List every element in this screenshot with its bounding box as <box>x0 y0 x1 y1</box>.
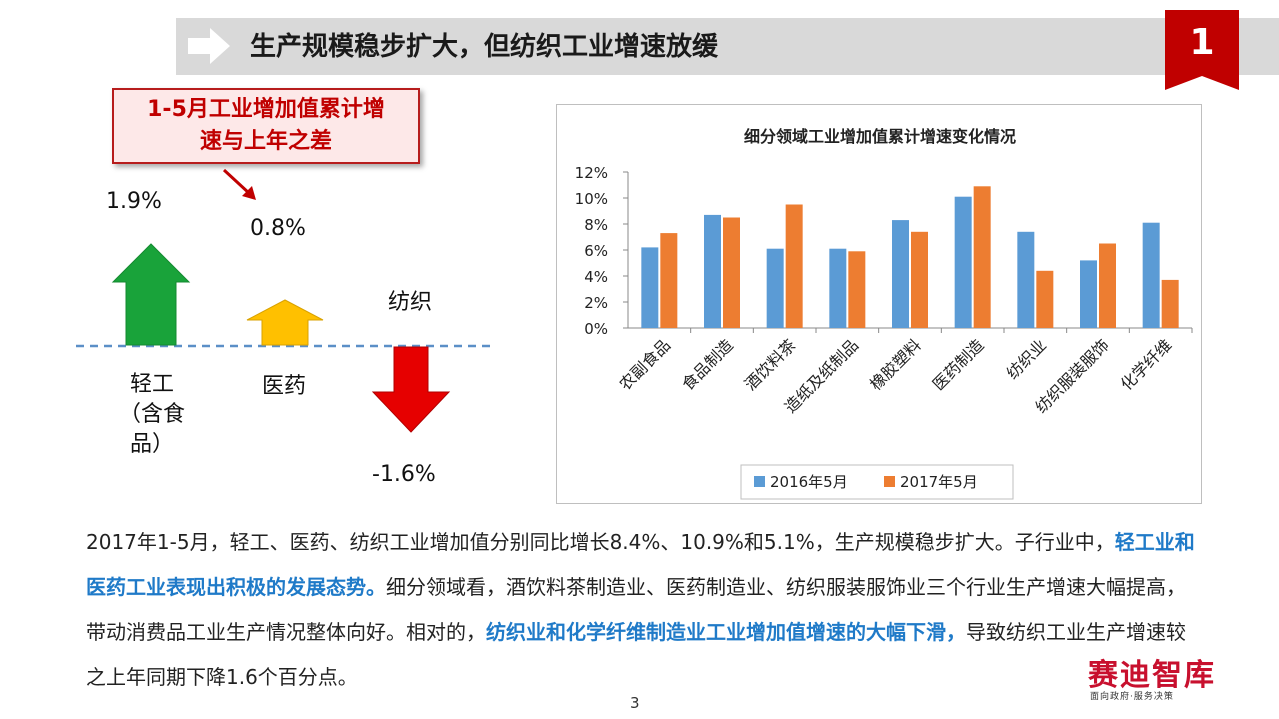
bar <box>1099 243 1116 328</box>
page-title: 生产规模稳步扩大，但纺织工业增速放缓 <box>250 32 719 62</box>
bar <box>1161 279 1179 328</box>
bar <box>1036 270 1054 328</box>
bar <box>704 214 721 328</box>
arrow-right-icon <box>188 28 230 64</box>
label-medicine: 医药 <box>261 374 306 399</box>
callout-line-2: 速与上年之差 <box>199 129 332 154</box>
bar <box>1080 260 1097 328</box>
page-number: 3 <box>630 694 640 712</box>
value-textile: -1.6% <box>372 462 436 487</box>
y-axis: 0% 2% 4% 6% 8% 10% 12% <box>575 164 1192 338</box>
bar <box>641 247 659 328</box>
x-tick-label: 酒饮料茶 <box>741 335 800 394</box>
section-badge <box>1165 10 1239 90</box>
chart-title: 细分领域工业增加值累计增速变化情况 <box>744 127 1016 146</box>
bar <box>973 186 991 328</box>
bar <box>660 233 678 328</box>
bar <box>954 196 972 328</box>
x-tick-label: 橡胶塑料 <box>866 335 925 394</box>
para-text-3: 导致纺织工业生产增速较之上年同期下降1.6个百分点。 <box>86 620 1186 689</box>
x-tick-label: 农副食品 <box>615 335 674 394</box>
y-tick-label: 6% <box>584 242 608 260</box>
bar <box>723 217 740 328</box>
up-arrow-medicine <box>246 299 324 346</box>
y-tick-label: 10% <box>575 190 608 208</box>
bar <box>829 248 847 328</box>
summary-paragraph: 2017年1-5月，轻工、医药、纺织工业增加值分别同比增长8.4%、10.9%和… <box>86 520 1196 700</box>
para-text-1: 2017年1-5月，轻工、医药、纺织工业增加值分别同比增长8.4%、10.9%和… <box>86 530 1115 554</box>
chart-legend: 2016年5月 2017年5月 <box>740 464 1014 500</box>
bar <box>1017 231 1035 328</box>
bar <box>785 204 803 328</box>
callout-pointer-arrow <box>222 168 256 200</box>
bars <box>641 186 1179 328</box>
para-highlight-2: 纺织业和化学纤维制造业工业增加值增速的大幅下滑， <box>486 620 966 644</box>
y-tick-label: 4% <box>584 268 608 286</box>
x-tick-label: 食品制造 <box>678 335 737 394</box>
label-light-industry: 轻工 （含食 品） <box>118 372 185 457</box>
value-medicine: 0.8% <box>250 216 306 241</box>
legend-label: 2017年5月 <box>900 473 978 491</box>
logo-tagline: 面向政府·服务决策 <box>1090 692 1174 702</box>
x-tick-label: 医药制造 <box>929 335 988 394</box>
difference-arrows <box>76 243 492 433</box>
bar <box>892 220 909 328</box>
legend-swatch <box>754 476 765 487</box>
logo: 赛迪智库 <box>1088 658 1216 693</box>
y-tick-label: 8% <box>584 216 608 234</box>
legend-label: 2016年5月 <box>770 473 848 491</box>
legend-frame <box>740 464 1014 500</box>
bar-chart: 细分领域工业增加值累计增速变化情况 0% 2% 4% 6% 8% 10% 12% 农副食品食… <box>575 127 1193 500</box>
para-highlight-1: 轻工业和医药工业表现出积极的发展态势。 <box>86 530 1195 599</box>
para-text-2: 细分领域看，酒饮料茶制造业、医药制造业、纺织服装服饰业三个行业生产增速大幅提高，… <box>86 575 1186 644</box>
bar <box>766 248 784 328</box>
bar <box>911 231 928 328</box>
title-bar <box>176 18 1279 75</box>
section-number: 1 <box>1189 22 1215 63</box>
x-tick-label: 纺织业 <box>1003 335 1050 382</box>
down-arrow-textile <box>371 346 451 433</box>
y-tick-label: 2% <box>584 294 608 312</box>
y-tick-label: 0% <box>584 320 608 338</box>
callout-box <box>112 88 420 164</box>
bar <box>1142 222 1160 328</box>
callout-line-1: 1-5月工业增加值累计增 <box>147 97 385 122</box>
y-tick-label: 12% <box>575 164 608 182</box>
label-textile: 纺织 <box>387 290 432 315</box>
x-tick-label: 化学纤维 <box>1117 335 1176 394</box>
callout-text: 1-5月工业增加值累计增 速与上年之差 <box>112 94 420 158</box>
bar <box>848 251 866 328</box>
up-arrow-light-industry <box>111 243 191 346</box>
legend-swatch <box>884 476 895 487</box>
value-light-industry: 1.9% <box>106 189 162 214</box>
